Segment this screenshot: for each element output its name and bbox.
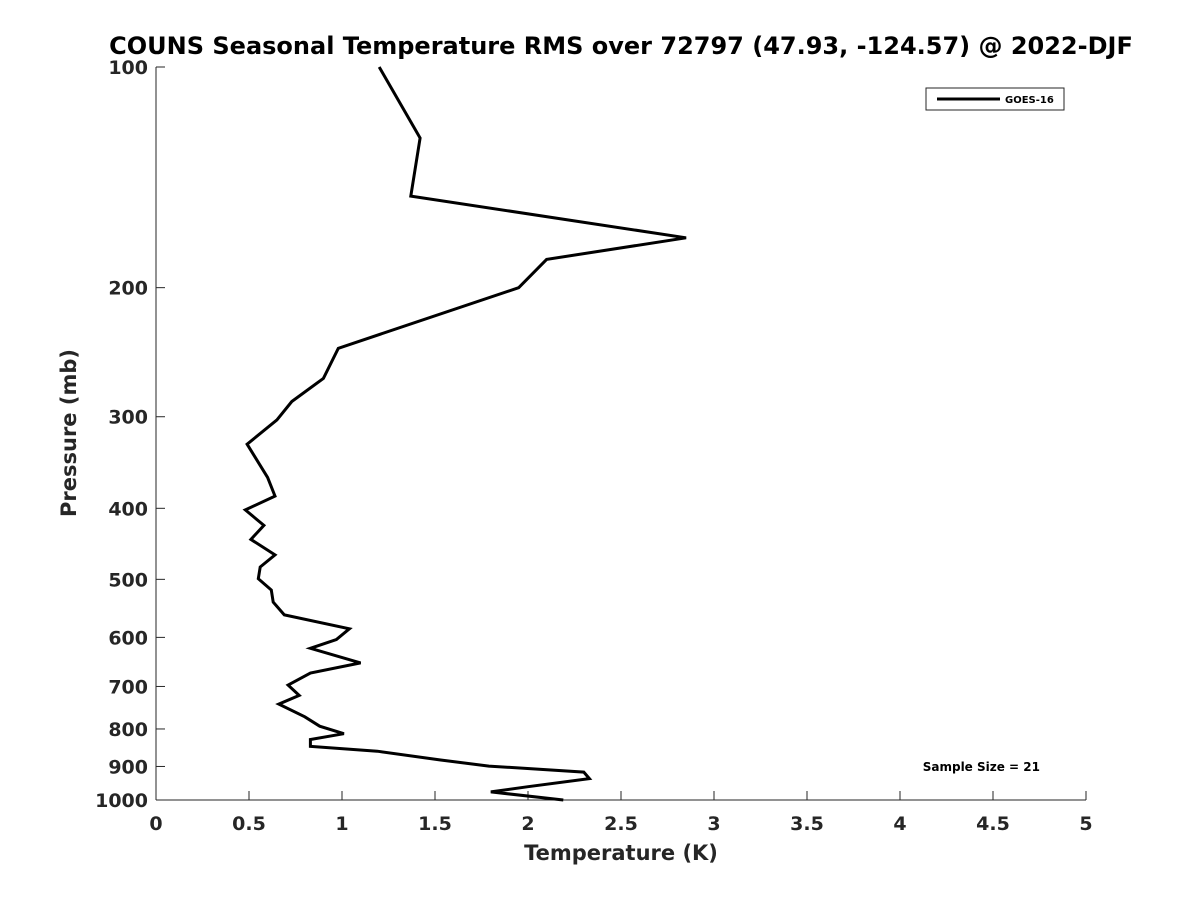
x-tick-label: 3.5 [790,813,824,835]
legend: GOES-16 [925,87,1065,111]
y-axis-label: Pressure (mb) [57,349,81,517]
y-tick-label: 500 [108,569,148,591]
y-tick-label: 600 [108,627,148,649]
chart-title: COUNS Seasonal Temperature RMS over 7279… [109,32,1133,60]
y-tick-label: 200 [108,278,148,300]
x-tick-label: 4.5 [976,813,1010,835]
sample-size-annotation: Sample Size = 21 [923,760,1040,774]
x-tick-label: 4 [893,813,906,835]
x-tick-label: 1.5 [418,813,452,835]
x-tick-label: 0.5 [232,813,266,835]
x-tick-label: 0 [149,813,162,835]
y-tick-label: 800 [108,719,148,741]
x-ticks: 0 0.5 1 1.5 2 2.5 3 3.5 4 4.5 5 [149,791,1093,835]
x-tick-label: 1 [335,813,348,835]
y-tick-label: 1000 [95,790,148,812]
x-axis-label: Temperature (K) [524,841,718,865]
series-line-goes-16 [242,66,687,802]
x-tick-label: 3 [707,813,720,835]
y-tick-label: 300 [108,407,148,429]
x-tick-label: 2 [521,813,534,835]
legend-label-goes-16: GOES-16 [1005,95,1054,106]
y-tick-label: 400 [108,498,148,520]
y-tick-label: 100 [108,57,148,79]
y-ticks: 100 200 300 400 500 600 700 800 900 1000 [95,57,165,812]
y-tick-label: 900 [108,756,148,778]
plot-area [156,67,1086,800]
x-tick-label: 5 [1079,813,1092,835]
y-tick-label: 700 [108,676,148,698]
x-tick-label: 2.5 [604,813,638,835]
